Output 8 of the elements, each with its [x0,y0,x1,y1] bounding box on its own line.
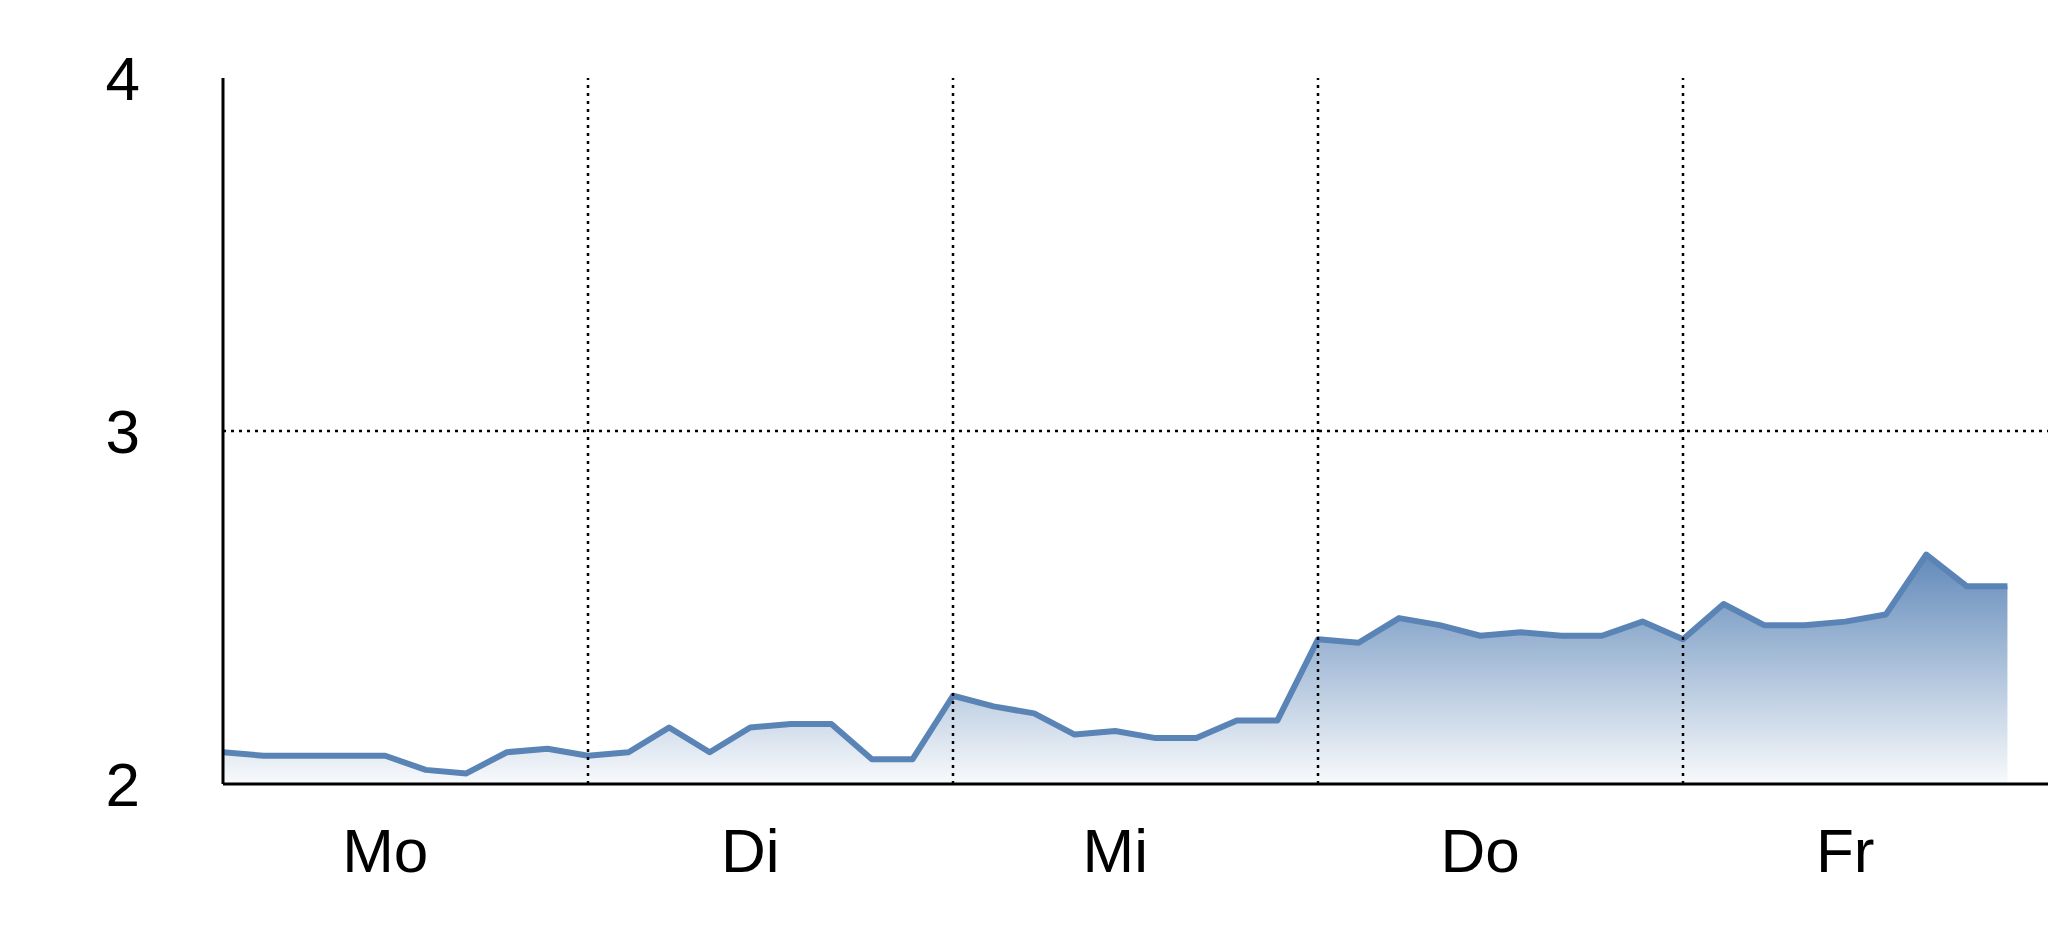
y-tick-label: 4 [105,44,140,114]
x-tick-label: Di [720,816,780,886]
x-tick-label: Fr [1815,816,1875,886]
y-tick-label: 3 [105,397,140,467]
y-tick-label: 2 [105,750,140,820]
x-tick-label: Mi [1082,816,1148,886]
x-tick-label: Do [1440,816,1520,886]
x-tick-label: Mo [342,816,429,886]
